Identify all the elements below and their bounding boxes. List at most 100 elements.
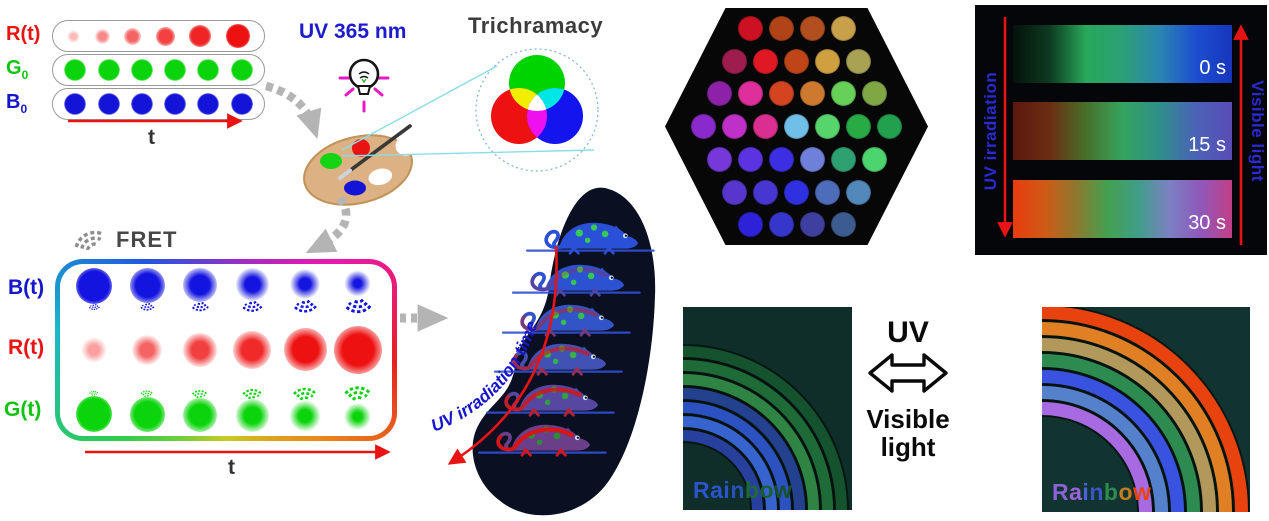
green-sequence-box (52, 54, 265, 86)
rainbow-letter: o (759, 477, 774, 503)
chameleon (525, 222, 655, 255)
sample-dot (799, 15, 825, 41)
fret-box-inner (60, 264, 392, 436)
fret-cell (173, 267, 226, 322)
hexagon-dot-row (722, 48, 871, 74)
input-row-label-g: G0 (6, 57, 54, 82)
fret-cell (279, 322, 332, 377)
fret-cell (68, 322, 121, 377)
sample-dot (706, 81, 732, 107)
radiation-wave-icon (242, 388, 263, 399)
fret-row-red (68, 322, 384, 377)
dot (182, 332, 217, 367)
dot (129, 396, 165, 432)
dot (197, 59, 220, 81)
sample-dot (768, 212, 794, 238)
fret-row-label-g: G(t) (4, 398, 42, 421)
dot (235, 398, 269, 432)
sample-dot (768, 81, 794, 107)
fret-cell (173, 378, 226, 433)
sample-dot (768, 15, 794, 41)
dot (132, 334, 162, 365)
rainbow-letter: i (723, 477, 731, 503)
strip-0s: 0 s (1013, 25, 1232, 83)
palette-red-paint (352, 139, 370, 157)
dot (289, 268, 322, 300)
sample-dot (877, 114, 902, 139)
radiation-wave-icon (89, 391, 100, 396)
rainbow-letter: n (1089, 479, 1104, 505)
row-label-sub: 0 (21, 68, 29, 82)
dot (97, 93, 120, 115)
fret-cell (226, 267, 279, 322)
trichromacy-label: Trichramacy (468, 13, 604, 38)
rainbow-letter: o (1118, 479, 1133, 505)
dot (230, 93, 253, 115)
fret-cell (68, 378, 121, 433)
sample-dot (830, 146, 856, 172)
dot (81, 336, 108, 363)
fret-cell (226, 322, 279, 377)
row-label-sub: 0 (20, 102, 28, 116)
radiation-wave-icon (190, 302, 209, 312)
sample-dot (784, 179, 809, 205)
sample-dot (737, 81, 763, 107)
uv-visible-switch: UV Visible light (860, 316, 956, 461)
sample-dot (706, 146, 732, 172)
palette-green-paint (320, 153, 342, 169)
row-label-text: G (6, 57, 22, 79)
sample-dot (815, 114, 840, 139)
red-sequence-box (52, 20, 265, 52)
dot (164, 59, 187, 81)
hexagon-dot-row (706, 146, 887, 172)
radiation-wave-icon (293, 387, 317, 400)
strip-time-label: 0 s (1199, 57, 1226, 79)
fret-label: FRET (116, 227, 178, 252)
dot (289, 399, 322, 432)
sample-dot (753, 179, 778, 205)
sample-dot (784, 48, 809, 74)
hexagon-color-array (665, 8, 928, 245)
rainbow-letter: w (1133, 479, 1152, 505)
sample-dot (753, 114, 778, 139)
hexagon-dot-row (691, 114, 902, 139)
strip-arrows (997, 17, 1249, 245)
sample-dot (722, 48, 747, 74)
sample-dot (737, 15, 763, 41)
dot (155, 26, 175, 46)
sample-dot (799, 146, 825, 172)
dot (64, 59, 87, 81)
dot (189, 25, 212, 47)
sample-dot (830, 212, 856, 238)
uv-label: UV (887, 316, 929, 349)
sample-dot (722, 179, 747, 205)
dot (94, 28, 110, 44)
dot (233, 330, 272, 369)
fret-cell (331, 267, 384, 322)
fret-cell (279, 267, 332, 322)
sample-dot (799, 212, 825, 238)
fret-cell (121, 378, 174, 433)
sample-dot (830, 81, 856, 107)
dot (76, 395, 113, 432)
rainbow-word-visible: Rainbow (1052, 479, 1151, 506)
palette-blue-paint (344, 180, 366, 196)
rainbow-photo-uv: Rainbow (683, 307, 852, 510)
fret-cell (331, 378, 384, 433)
sample-dot (861, 146, 887, 172)
fret-cell (121, 267, 174, 322)
dot (129, 268, 165, 303)
fret-cell (226, 378, 279, 433)
gradient-strips-panel: 0 s 15 s 30 s UV irradiation Visible lig… (975, 5, 1267, 255)
strip-15s: 15 s (1013, 102, 1232, 160)
dot (182, 397, 217, 432)
chameleon-photo (472, 187, 656, 516)
sample-dot (799, 81, 825, 107)
radiation-wave-icon (74, 230, 104, 251)
dot (230, 59, 253, 81)
dot (333, 325, 382, 374)
sample-dot (768, 146, 794, 172)
strip-time-label: 15 s (1188, 134, 1226, 156)
sample-dot (753, 48, 778, 74)
rainbow-letter: b (1103, 479, 1119, 505)
